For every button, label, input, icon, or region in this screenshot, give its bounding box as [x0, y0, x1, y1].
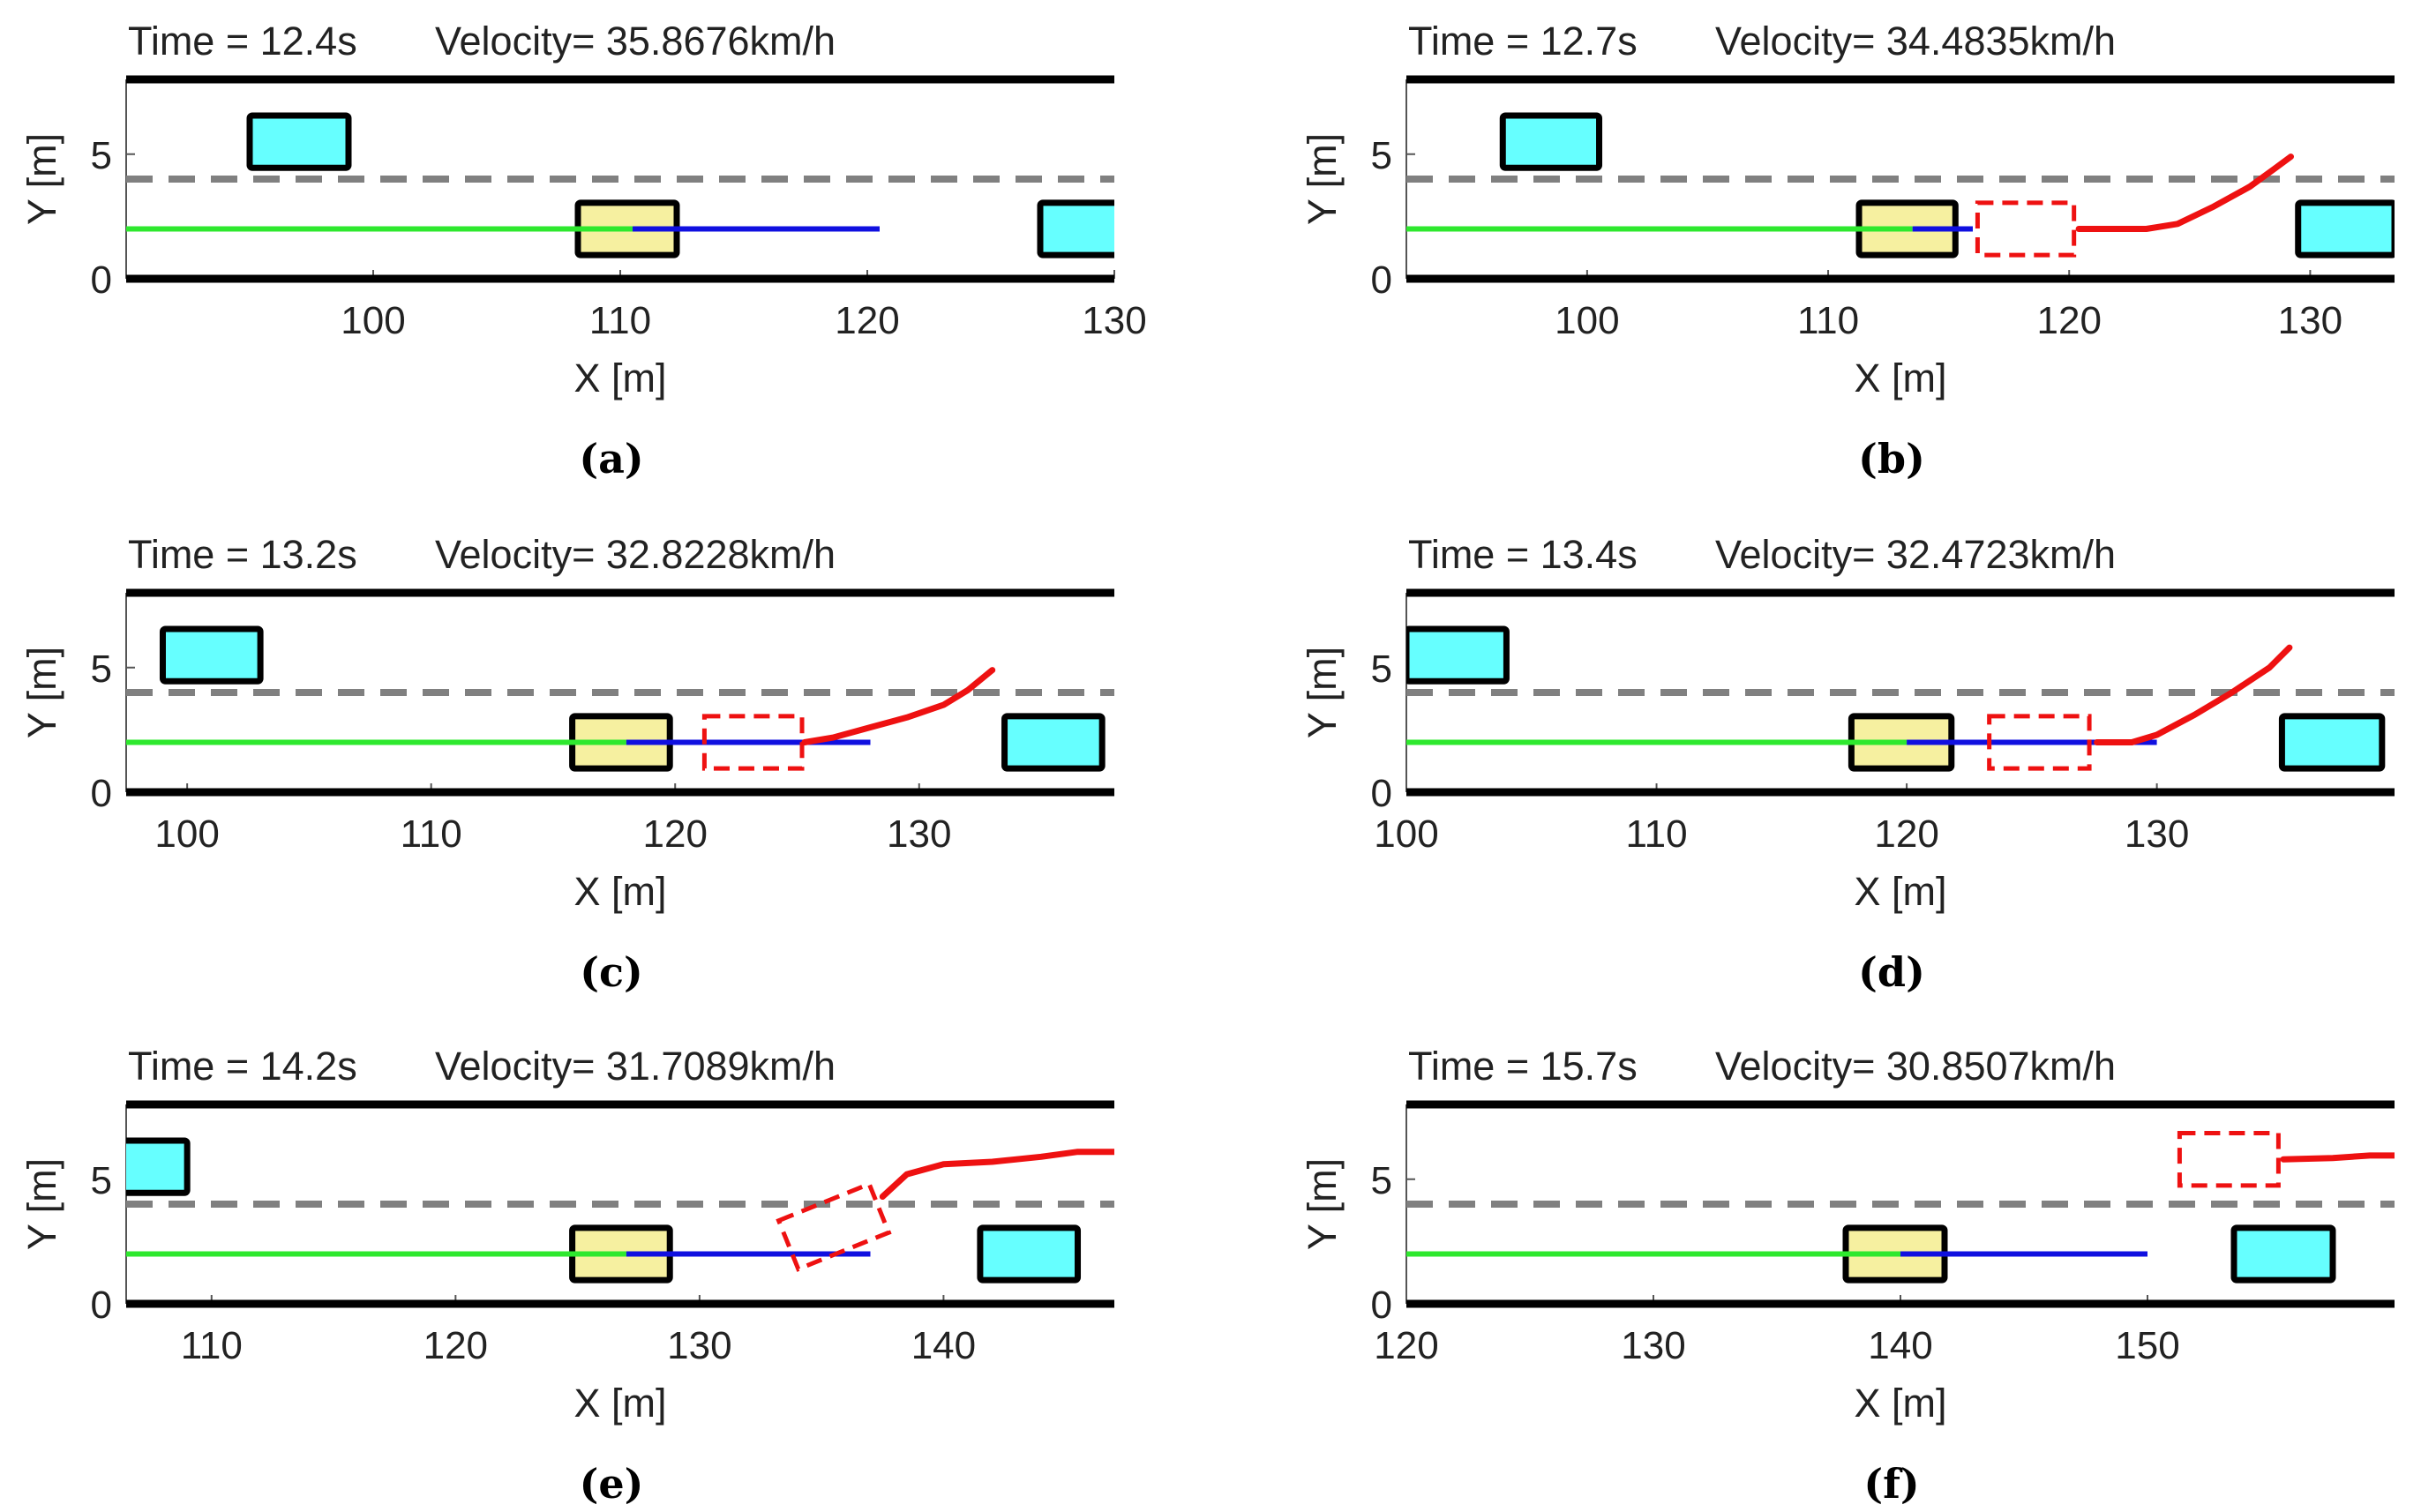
x-tick-label: 110 — [181, 1324, 243, 1367]
predicted-trajectory — [801, 667, 996, 745]
x-tick-label: 100 — [1555, 299, 1619, 342]
x-tick-label: 110 — [589, 299, 651, 342]
x-tick-label: 100 — [341, 299, 405, 342]
y-tick-label: 5 — [1371, 1159, 1392, 1202]
y-tick-label: 0 — [91, 258, 112, 302]
predicted-trajectory — [879, 1149, 1114, 1200]
x-tick-label: 140 — [911, 1324, 976, 1367]
predicted-vehicle-box — [1975, 200, 2077, 258]
plot-area — [1406, 112, 2395, 258]
obstacle-vehicle — [126, 1137, 191, 1196]
x-tick-label: 120 — [423, 1324, 488, 1367]
x-tick-label: 100 — [1374, 812, 1438, 856]
x-tick-label: 120 — [2037, 299, 2102, 342]
panel-caption: (a) — [579, 435, 643, 483]
time-label: Time = 13.4s — [1408, 532, 1638, 577]
velocity-label: Velocity= 32.4723km/h — [1715, 532, 2116, 577]
y-axis-label: Y [m] — [19, 647, 64, 738]
x-tick-label: 120 — [1874, 812, 1938, 856]
x-axis-label: X [m] — [1854, 1381, 1946, 1426]
y-tick-label: 0 — [1371, 772, 1392, 815]
panel-caption: (e) — [580, 1460, 644, 1508]
y-tick-label: 5 — [1371, 647, 1392, 691]
y-tick-label: 5 — [91, 1159, 112, 1202]
plot-area — [1406, 1130, 2395, 1284]
velocity-label: Velocity= 31.7089km/h — [435, 1044, 836, 1089]
y-tick-label: 0 — [1371, 1284, 1392, 1327]
panel-caption: (d) — [1858, 948, 1925, 996]
panel-caption: (f) — [1863, 1460, 1919, 1508]
predicted-vehicle-box — [1987, 714, 2092, 771]
x-tick-label: 110 — [1625, 812, 1687, 856]
subplot-b: Time = 12.7s Velocity= 34.4835km/h 0 5 100 11… — [1300, 19, 2395, 483]
y-axis-label: Y [m] — [1300, 1158, 1345, 1250]
time-label: Time = 14.2s — [128, 1044, 357, 1089]
y-tick-label: 0 — [91, 772, 112, 815]
obstacle-vehicle — [159, 625, 264, 685]
x-tick-label: 120 — [1374, 1324, 1438, 1367]
velocity-label: Velocity= 35.8676km/h — [435, 19, 836, 64]
y-tick-label: 0 — [1371, 258, 1392, 302]
y-tick-label: 5 — [1371, 134, 1392, 177]
x-axis-label: X [m] — [573, 356, 666, 400]
obstacle-vehicle — [2230, 1224, 2336, 1284]
velocity-label: Velocity= 32.8228km/h — [435, 532, 836, 577]
predicted-trajectory — [2094, 644, 2293, 745]
plot-area — [1406, 625, 2395, 772]
x-axis-label: X [m] — [573, 869, 666, 914]
x-axis-label: X [m] — [1854, 869, 1946, 914]
x-axis-label: X [m] — [1854, 356, 1946, 400]
obstacle-vehicle — [246, 112, 352, 171]
predicted-trajectory — [2280, 1152, 2395, 1163]
x-tick-label: 120 — [835, 299, 899, 342]
y-axis-label: Y [m] — [1300, 133, 1345, 225]
subplot-f: Time = 15.7s Velocity= 30.8507km/h 0 5 120 13… — [1300, 1044, 2395, 1508]
y-tick-label: 5 — [91, 647, 112, 691]
x-tick-label: 130 — [2125, 812, 2189, 856]
subplot-c: Time = 13.2s Velocity= 32.8228km/h 0 5 100 11… — [19, 532, 1114, 996]
predicted-vehicle-box — [2177, 1130, 2281, 1188]
y-axis-label: Y [m] — [1300, 647, 1345, 738]
time-label: Time = 15.7s — [1408, 1044, 1638, 1089]
obstacle-vehicle — [2295, 199, 2395, 258]
predicted-trajectory — [2075, 153, 2294, 232]
obstacle-vehicle — [1406, 625, 1510, 685]
velocity-label: Velocity= 34.4835km/h — [1715, 19, 2116, 64]
panel-caption: (b) — [1858, 435, 1925, 483]
plot-area — [126, 1137, 1114, 1284]
subplot-e: Time = 14.2s Velocity= 31.7089km/h 0 5 110 12… — [19, 1044, 1114, 1508]
time-label: Time = 12.4s — [128, 19, 357, 64]
x-axis-label: X [m] — [573, 1381, 666, 1426]
obstacle-vehicle — [1001, 713, 1106, 772]
x-tick-label: 100 — [154, 812, 219, 856]
x-tick-label: 130 — [667, 1324, 731, 1367]
x-tick-label: 130 — [1621, 1324, 1685, 1367]
y-axis-label: Y [m] — [19, 133, 64, 225]
obstacle-vehicle — [1037, 199, 1114, 258]
x-tick-label: 120 — [643, 812, 708, 856]
x-tick-label: 130 — [1082, 299, 1146, 342]
obstacle-vehicle — [977, 1224, 1082, 1284]
y-tick-label: 0 — [91, 1284, 112, 1327]
plot-area — [126, 112, 1114, 258]
plot-area — [126, 625, 1114, 772]
subplot-a: Time = 12.4s Velocity= 35.8676km/h 0 5 100 11… — [19, 19, 1147, 483]
x-tick-label: 130 — [887, 812, 951, 856]
subplot-d: Time = 13.4s Velocity= 32.4723km/h 0 5 100 11… — [1300, 532, 2395, 996]
obstacle-vehicle — [2278, 713, 2386, 772]
x-tick-label: 110 — [401, 812, 462, 856]
predicted-vehicle-box — [776, 1180, 892, 1272]
panel-caption: (c) — [580, 948, 643, 996]
x-tick-label: 110 — [1797, 299, 1859, 342]
time-label: Time = 13.2s — [128, 532, 357, 577]
time-label: Time = 12.7s — [1408, 19, 1638, 64]
x-tick-label: 130 — [2278, 299, 2342, 342]
velocity-label: Velocity= 30.8507km/h — [1715, 1044, 2116, 1089]
y-axis-label: Y [m] — [19, 1158, 64, 1250]
y-tick-label: 5 — [91, 134, 112, 177]
x-tick-label: 150 — [2115, 1324, 2179, 1367]
x-tick-label: 140 — [1868, 1324, 1932, 1367]
obstacle-vehicle — [1499, 112, 1603, 171]
